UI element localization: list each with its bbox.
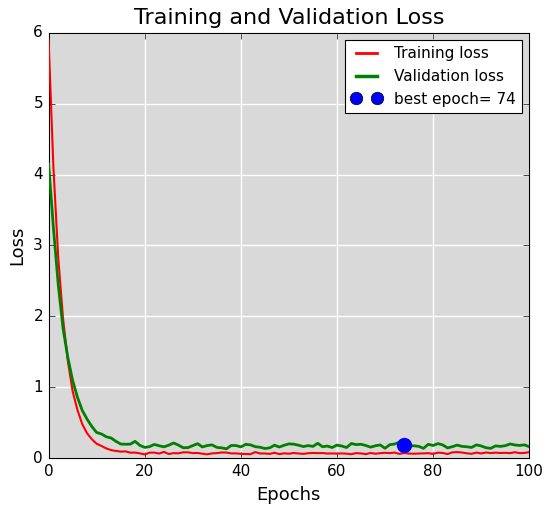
Legend: Training loss, Validation loss, best epoch= 74: Training loss, Validation loss, best epo… bbox=[345, 40, 522, 113]
X-axis label: Epochs: Epochs bbox=[257, 486, 321, 504]
Title: Training and Validation Loss: Training and Validation Loss bbox=[134, 8, 444, 28]
Y-axis label: Loss: Loss bbox=[8, 226, 26, 265]
Point bbox=[400, 441, 408, 450]
